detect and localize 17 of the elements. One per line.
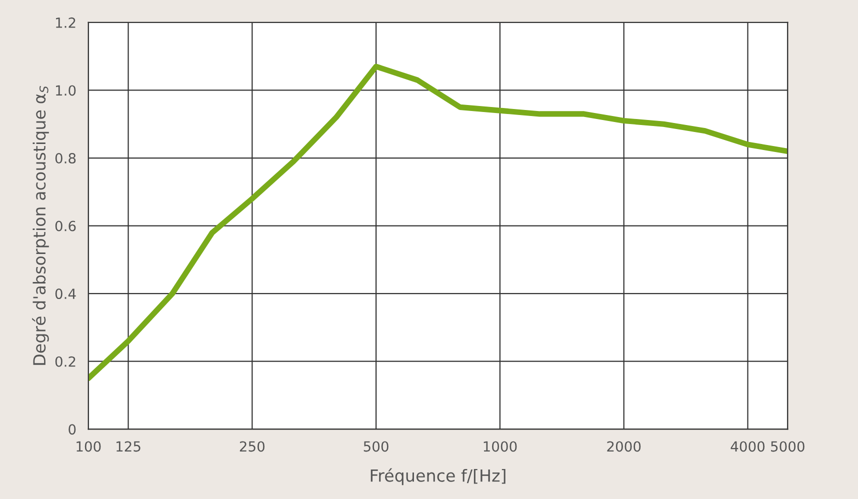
y-tick-label: 0.8 bbox=[55, 152, 76, 164]
x-tick-label: 500 bbox=[364, 441, 388, 452]
y-tick-label: 1.2 bbox=[56, 17, 76, 28]
x-tick-label: 1000 bbox=[484, 441, 517, 452]
x-tick-label: 100 bbox=[76, 441, 101, 452]
x-tick-label: 4000 bbox=[730, 441, 765, 452]
x-tick-label: 125 bbox=[116, 441, 140, 452]
y-tick-label: 0 bbox=[68, 424, 76, 435]
y-tick-label: 0.4 bbox=[55, 288, 76, 300]
y-tick-label: 1.0 bbox=[56, 85, 76, 96]
y-tick-label: 0.2 bbox=[55, 356, 76, 367]
x-axis-title: Fréquence f/[Hz] bbox=[370, 468, 506, 486]
x-tick-label: 5000 bbox=[771, 441, 804, 452]
y-tick-label: 0.6 bbox=[55, 220, 76, 232]
y-axis-title: Degré d'absorption acoustique α$_{S}$ bbox=[32, 86, 49, 365]
x-tick-label: 250 bbox=[240, 441, 264, 452]
x-tick-label: 2000 bbox=[607, 441, 641, 452]
